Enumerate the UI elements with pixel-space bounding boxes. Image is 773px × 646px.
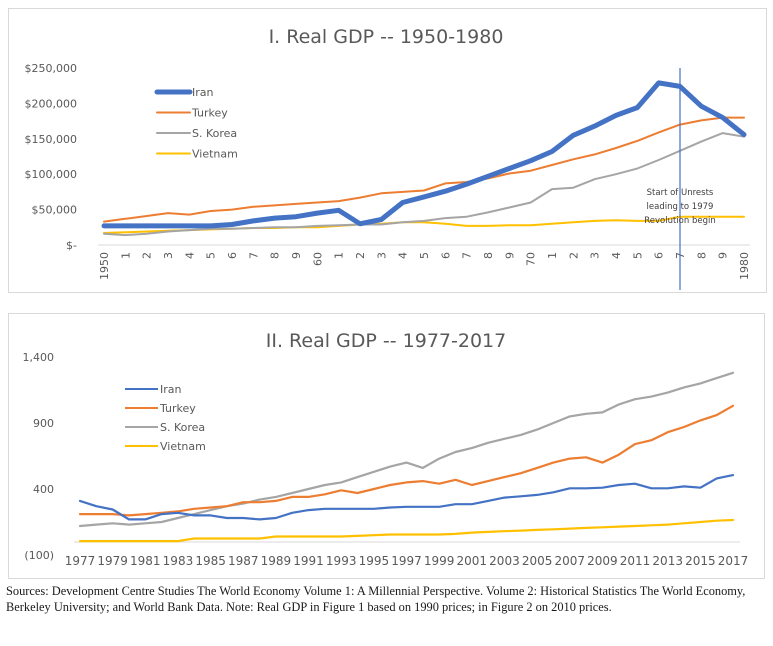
figure-caption: Sources: Development Centre Studies The … xyxy=(6,584,746,614)
chart-1-x-tick-label: 9 xyxy=(717,252,730,259)
chart-1-series-turkey xyxy=(103,116,745,223)
chart-1-x-tick-label: 60 xyxy=(311,252,324,266)
chart-1-x-tick-label: 2 xyxy=(141,252,154,259)
chart-1-x-tick-label: 1 xyxy=(546,252,559,259)
chart-1-x-tick-label: 6 xyxy=(439,252,452,259)
legend-label: S. Korea xyxy=(192,127,237,140)
chart-1-x-tick-label: 5 xyxy=(418,252,431,259)
chart-1-legend-item-iran: Iran xyxy=(154,86,214,99)
chart-1-x-tick-label: 4 xyxy=(183,252,196,259)
annotation-text-line-3: Revolution begin xyxy=(644,216,716,226)
chart-1-title: I. Real GDP -- 1950-1980 xyxy=(269,26,504,48)
chart-1-x-tick-label: 6 xyxy=(226,252,239,259)
chart-1-x-tick-label: 5 xyxy=(631,252,644,259)
chart-1-y-tick-label: $200,000 xyxy=(25,97,78,110)
chart-1-x-tick-label: 3 xyxy=(162,252,175,259)
chart-1-series-iran xyxy=(101,80,747,229)
chart-1-x-tick-label: 4 xyxy=(610,252,623,259)
chart-1-y-tick-label: $50,000 xyxy=(32,204,78,217)
chart-1-x-tick-label: 4 xyxy=(397,252,410,259)
chart-1-legend-item-turkey: Turkey xyxy=(156,107,228,120)
chart-1-y-tick-label: $150,000 xyxy=(25,133,78,146)
chart-1-x-tick-label: 1 xyxy=(333,252,346,259)
chart-1-x-tick-label: 5 xyxy=(205,252,218,259)
chart-1-x-tick-label: 3 xyxy=(589,252,602,259)
legend-label: Turkey xyxy=(191,107,228,120)
chart-1-x-tick-label: 1980 xyxy=(738,252,751,280)
chart-1-legend-item-vietnam: Vietnam xyxy=(156,148,238,161)
chart-1-real-gdp-1950-1980: I. Real GDP -- 1950-1980 $- $50,000 $100,0… xyxy=(25,26,751,290)
chart-1-x-tick-label: 6 xyxy=(653,252,666,259)
chart-1-x-tick-label: 8 xyxy=(482,252,495,259)
chart-1-y-tick-label: $- xyxy=(66,239,77,252)
chart-1-x-tick-label: 3 xyxy=(375,252,388,259)
chart-1-y-tick-label: $100,000 xyxy=(25,168,78,181)
legend-label: Vietnam xyxy=(192,148,238,161)
annotation-text-line-2: leading to 1979 xyxy=(647,202,714,212)
chart-1-x-tick-label: 8 xyxy=(695,252,708,259)
chart-1-x-tick-label: 1950 xyxy=(98,252,111,280)
legend-label: Iran xyxy=(192,86,214,99)
chart-1-x-tick-label: 70 xyxy=(525,252,538,266)
chart-1-x-tick-label: 8 xyxy=(269,252,282,259)
chart-1-x-tick-label: 7 xyxy=(461,252,474,259)
chart-1-x-tick-label: 9 xyxy=(290,252,303,259)
chart-1-x-tick-label: 2 xyxy=(567,252,580,259)
chart-1-y-tick-label: $250,000 xyxy=(25,62,78,75)
chart-1-x-tick-label: 9 xyxy=(503,252,516,259)
chart-1-x-tick-label: 2 xyxy=(354,252,367,259)
chart-1-series-s-korea xyxy=(103,132,745,237)
annotation-text-line-1: Start of Unrests xyxy=(647,188,714,198)
chart-1-x-tick-label: 7 xyxy=(247,252,260,259)
chart-1-legend-item-s-korea: S. Korea xyxy=(156,127,237,140)
chart-2-frame xyxy=(8,313,765,579)
chart-1-x-tick-label: 1 xyxy=(119,252,132,259)
